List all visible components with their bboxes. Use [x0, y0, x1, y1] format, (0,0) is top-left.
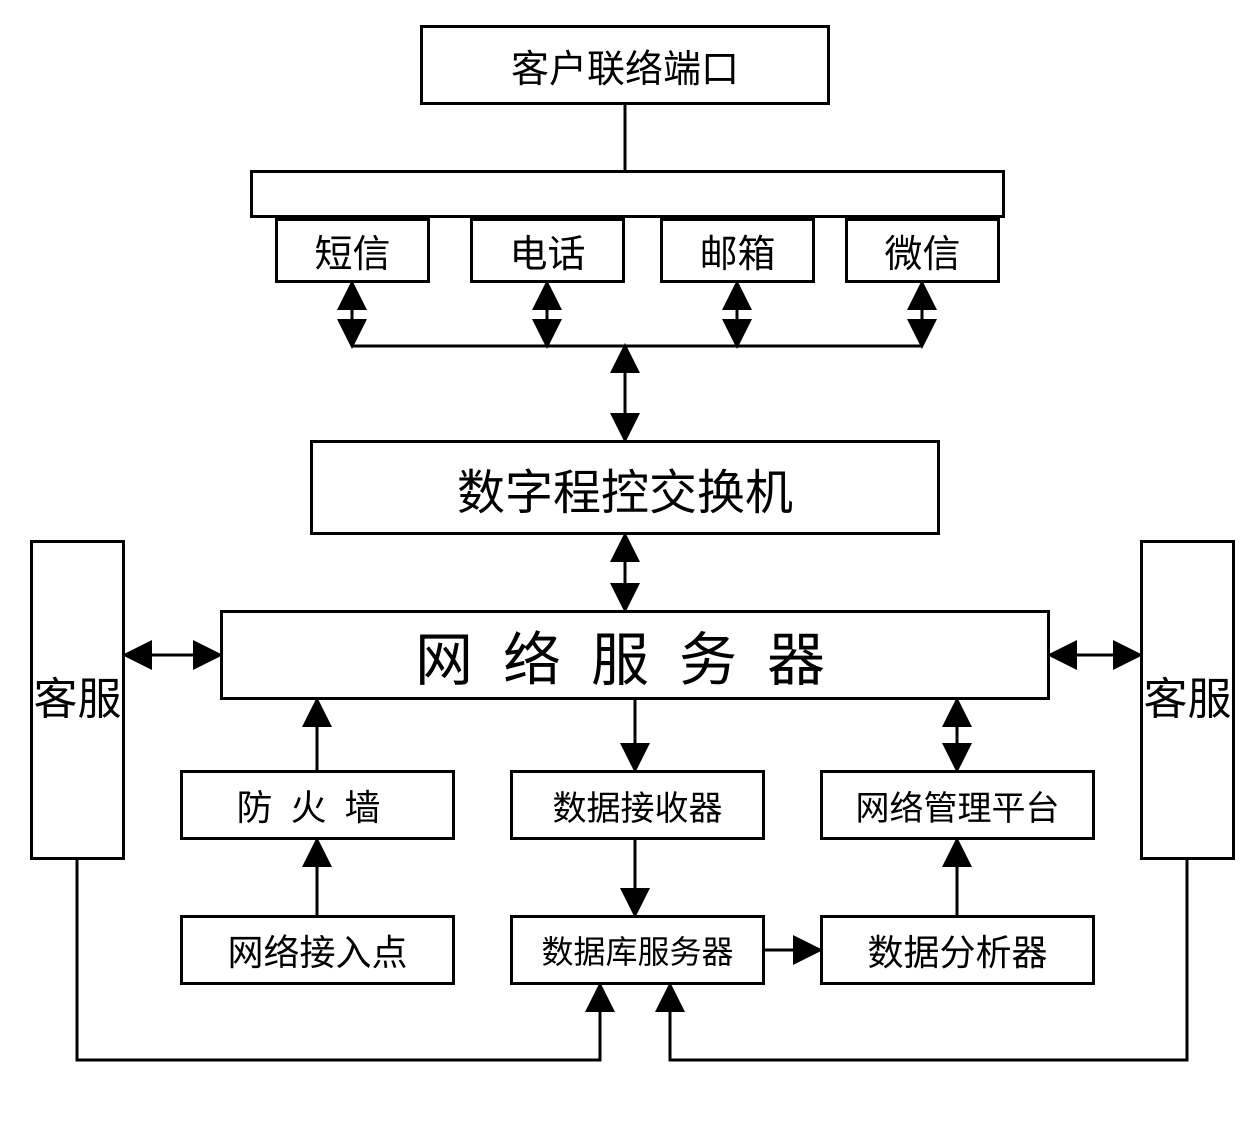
- node-sms: 短信: [275, 218, 430, 283]
- node-data-analyze: 数据分析器: [820, 915, 1095, 985]
- node-cs-right: 客服: [1140, 540, 1235, 860]
- node-net-mgmt: 网络管理平台: [820, 770, 1095, 840]
- node-client-port: 客户联络端口: [420, 25, 830, 105]
- node-firewall: 防火墙: [180, 770, 455, 840]
- node-wechat: 微信: [845, 218, 1000, 283]
- node-email: 邮箱: [660, 218, 815, 283]
- cs-left-label: 客服: [34, 671, 122, 728]
- node-db-server: 数据库服务器: [510, 915, 765, 985]
- node-net-access: 网络接入点: [180, 915, 455, 985]
- node-switch: 数字程控交换机: [310, 440, 940, 535]
- node-data-recv: 数据接收器: [510, 770, 765, 840]
- node-cs-left: 客服: [30, 540, 125, 860]
- node-server: 网络服务器: [220, 610, 1050, 700]
- node-phone: 电话: [470, 218, 625, 283]
- node-channels-bar: [250, 170, 1005, 218]
- cs-right-label: 客服: [1144, 671, 1232, 728]
